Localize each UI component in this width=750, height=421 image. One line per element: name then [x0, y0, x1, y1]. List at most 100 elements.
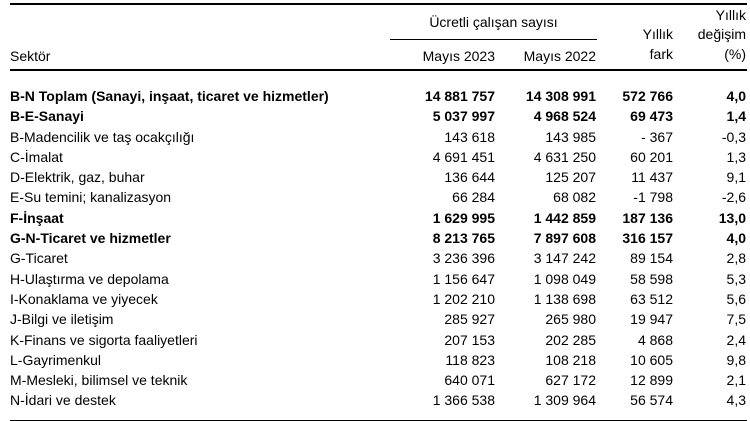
annual-diff-cell: 63 512	[630, 290, 673, 307]
annual-diff-cell: 69 473	[630, 108, 673, 125]
annual-change-cell: 1,3	[726, 148, 746, 165]
sector-cell: J-Bilgi ve iletişim	[10, 311, 114, 328]
annual-change-cell: 2,4	[726, 331, 746, 348]
header-group-paid-employee-count: Ücretli çalışan sayısı	[390, 4, 597, 40]
header-annual-difference-line2: fark	[649, 45, 673, 62]
annual-diff-cell: 187 136	[622, 209, 673, 226]
header-may-2023: Mayıs 2023	[390, 39, 496, 71]
table-row: H-Ulaştırma ve depolama 1 156 647 1 098 …	[10, 269, 747, 289]
annual-change-cell: 9,1	[726, 169, 746, 186]
annual-diff-cell: 4 868	[637, 331, 673, 348]
annual-diff-cell: -1 798	[633, 189, 673, 206]
may-2023-cell: 640 071	[444, 372, 495, 389]
header-row-sub: Mayıs 2023 Mayıs 2022	[10, 39, 747, 71]
sector-cell: D-Elektrik, gaz, buhar	[10, 169, 145, 186]
may-2022-cell: 108 218	[545, 351, 596, 368]
may-2023-cell: 66 284	[452, 189, 495, 206]
annual-diff-cell: 316 157	[622, 230, 673, 247]
annual-diff-cell: 19 947	[630, 311, 673, 328]
sector-cell: F-İnşaat	[10, 209, 64, 226]
annual-change-cell: 4,0	[726, 88, 746, 104]
may-2023-cell: 1 366 538	[432, 392, 495, 409]
annual-change-cell: 9,8	[726, 351, 746, 368]
table-row: G-Ticaret 3 236 396 3 147 242 89 154 2,8	[10, 248, 747, 268]
sector-cell: M-Mesleki, bilimsel ve teknik	[10, 372, 188, 389]
annual-change-cell: 5,3	[726, 270, 746, 287]
annual-change-cell: 7,5	[726, 311, 746, 328]
annual-change-cell: -0,3	[721, 128, 746, 145]
annual-diff-cell: - 367	[641, 128, 673, 145]
annual-change-cell: 5,6	[726, 290, 746, 307]
may-2022-cell: 1 442 859	[533, 209, 596, 226]
annual-diff-cell: 56 574	[630, 392, 673, 409]
annual-diff-cell: 10 605	[630, 351, 673, 368]
annual-diff-cell: 89 154	[630, 250, 673, 267]
sector-cell: C-İmalat	[10, 148, 63, 165]
header-annual-change-line2: değişim	[697, 26, 746, 42]
header-may-2022: Mayıs 2022	[496, 39, 597, 71]
may-2023-cell: 143 618	[444, 128, 495, 145]
table-row: D-Elektrik, gaz, buhar 136 644 125 207 1…	[10, 167, 747, 187]
annual-diff-cell: 12 899	[630, 372, 673, 389]
sector-cell: G-Ticaret	[10, 250, 68, 267]
may-2022-cell: 7 897 608	[533, 230, 596, 247]
header-annual-change-pct: Yıllık değişim (%)	[674, 4, 747, 71]
annual-change-cell: 4,0	[726, 230, 746, 247]
may-2022-cell: 627 172	[545, 372, 596, 389]
annual-change-cell: 1,4	[726, 108, 746, 125]
may-2022-cell: 125 207	[545, 169, 596, 186]
sector-cell: B-Madencilik ve taş ocakçılığı	[10, 128, 195, 145]
may-2022-cell: 1 098 049	[533, 270, 596, 287]
annual-change-cell: 2,1	[726, 372, 746, 389]
header-annual-difference-line1: Yıllık	[642, 26, 673, 42]
sector-cell: I-Konaklama ve yiyecek	[10, 290, 158, 307]
annual-change-cell: -2,6	[721, 189, 746, 206]
sector-cell: B-N Toplam (Sanayi, inşaat, ticaret ve h…	[10, 88, 329, 104]
may-2023-cell: 118 823	[445, 351, 495, 368]
header-sector: Sektör	[10, 4, 390, 71]
may-2022-cell: 202 285	[545, 331, 596, 348]
may-2022-cell: 1 138 698	[533, 290, 596, 307]
table-row: N-İdari ve destek 1 366 538 1 309 964 56…	[10, 390, 747, 420]
table-row: G-N-Ticaret ve hizmetler 8 213 765 7 897…	[10, 228, 747, 248]
may-2022-cell: 1 309 964	[533, 392, 596, 409]
sector-cell: B-E-Sanayi	[10, 108, 84, 125]
header-annual-difference: Yıllık fark	[597, 4, 674, 71]
may-2023-cell: 3 236 396	[432, 250, 495, 267]
may-2022-cell: 4 631 250	[533, 148, 596, 165]
table-row: M-Mesleki, bilimsel ve teknik 640 071 62…	[10, 370, 747, 390]
sector-cell: E-Su temini; kanalizasyon	[10, 189, 172, 206]
may-2022-cell: 3 147 242	[533, 250, 596, 267]
may-2023-cell: 285 927	[444, 311, 495, 328]
annual-change-cell: 4,3	[726, 392, 746, 409]
may-2022-cell: 14 308 991	[525, 88, 596, 104]
table-row: B-E-Sanayi 5 037 997 4 968 524 69 473 1,…	[10, 106, 747, 126]
table-row: B-Madencilik ve taş ocakçılığı 143 618 1…	[10, 127, 747, 147]
annual-diff-cell: 60 201	[630, 148, 673, 165]
annual-change-cell: 13,0	[718, 209, 746, 226]
may-2023-cell: 1 202 210	[432, 290, 495, 307]
table-body: B-N Toplam (Sanayi, inşaat, ticaret ve h…	[10, 70, 747, 421]
sector-cell: H-Ulaştırma ve depolama	[10, 270, 169, 287]
may-2022-cell: 4 968 524	[533, 108, 596, 125]
table-row: B-N Toplam (Sanayi, inşaat, ticaret ve h…	[10, 70, 747, 106]
paid-employees-table: Sektör Ücretli çalışan sayısı Yıllık far…	[10, 3, 747, 421]
table-row: E-Su temini; kanalizasyon 66 284 68 082 …	[10, 187, 747, 207]
may-2022-cell: 143 985	[545, 128, 596, 145]
may-2022-cell: 68 082	[553, 189, 596, 206]
may-2023-cell: 5 037 997	[432, 108, 495, 125]
table-row: I-Konaklama ve yiyecek 1 202 210 1 138 6…	[10, 289, 747, 309]
sector-cell: K-Finans ve sigorta faaliyetleri	[10, 331, 198, 348]
table-row: K-Finans ve sigorta faaliyetleri 207 153…	[10, 330, 747, 350]
table-row: L-Gayrimenkul 118 823 108 218 10 605 9,8	[10, 350, 747, 370]
sector-cell: N-İdari ve destek	[10, 392, 116, 409]
table-header: Sektör Ücretli çalışan sayısı Yıllık far…	[10, 4, 747, 71]
may-2023-cell: 4 691 451	[432, 148, 495, 165]
table-row: J-Bilgi ve iletişim 285 927 265 980 19 9…	[10, 309, 747, 329]
may-2023-cell: 14 881 757	[424, 88, 495, 104]
header-row-top: Sektör Ücretli çalışan sayısı Yıllık far…	[10, 4, 747, 71]
may-2023-cell: 8 213 765	[432, 230, 495, 247]
may-2023-cell: 1 629 995	[432, 209, 495, 226]
annual-change-cell: 2,8	[726, 250, 746, 267]
